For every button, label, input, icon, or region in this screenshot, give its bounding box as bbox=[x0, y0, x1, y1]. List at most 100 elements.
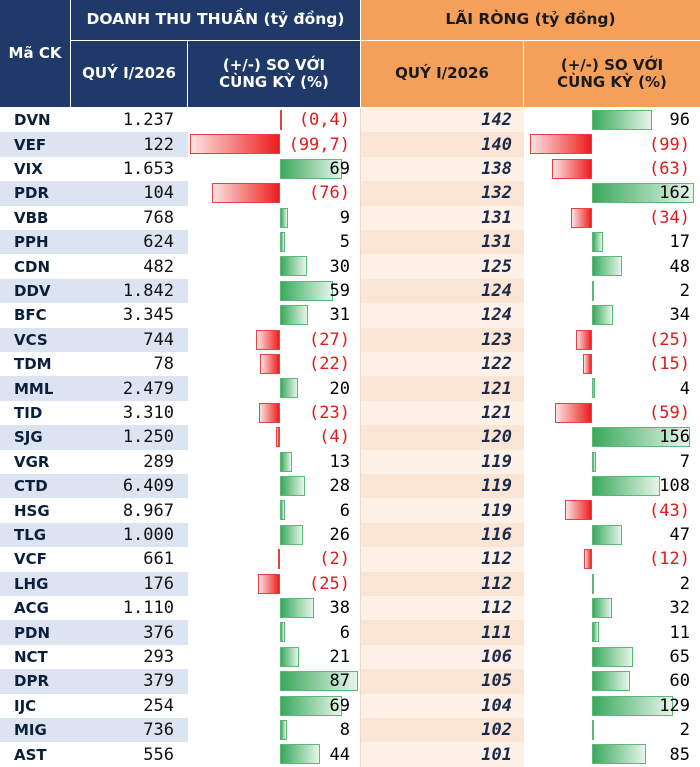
net-profit-change-cell-text: 2 bbox=[679, 720, 690, 741]
revenue-cell-text: 176 bbox=[143, 573, 174, 594]
net-profit-change-cell-text: (63) bbox=[649, 158, 690, 179]
net-profit-change-cell: 85 bbox=[524, 742, 700, 767]
revenue-change-cell: (22) bbox=[188, 352, 360, 377]
stock-code-cell: VCS bbox=[0, 327, 70, 352]
revenue-change-cell: 44 bbox=[188, 742, 360, 767]
revenue-change-cell-text: 26 bbox=[329, 524, 350, 545]
column-divider bbox=[360, 108, 361, 133]
revenue-change-cell: 8 bbox=[188, 718, 360, 743]
revenue-change-cell-text: 21 bbox=[329, 646, 350, 667]
revenue-change-cell: (0,4) bbox=[188, 108, 360, 133]
stock-code-cell: ACG bbox=[0, 596, 70, 621]
net-profit-change-bar bbox=[592, 671, 630, 692]
revenue-cell: 376 bbox=[70, 620, 188, 645]
net-profit-change-cell: (15) bbox=[524, 352, 700, 377]
column-divider bbox=[360, 400, 361, 426]
revenue-cell: 3.310 bbox=[70, 400, 188, 426]
net-profit-change-cell-text: 129 bbox=[659, 695, 690, 716]
net-profit-cell: 124 bbox=[360, 303, 524, 328]
net-profit-change-cell: 65 bbox=[524, 644, 700, 670]
column-divider bbox=[360, 718, 361, 743]
revenue-change-bar bbox=[280, 378, 298, 399]
stock-code-cell: VCF bbox=[0, 547, 70, 572]
stock-code-cell-text: CTD bbox=[14, 477, 48, 496]
stock-code-cell-text: VCS bbox=[14, 330, 48, 349]
stock-code-cell: SJG bbox=[0, 425, 70, 450]
net-profit-cell-text: 105 bbox=[481, 671, 512, 692]
revenue-change-cell-text: (27) bbox=[309, 329, 350, 350]
revenue-change-bar bbox=[279, 110, 282, 130]
net-profit-cell: 124 bbox=[360, 278, 524, 304]
net-profit-change-bar bbox=[592, 280, 594, 301]
table-row: HSG 8.967 6 119 (43) bbox=[0, 498, 700, 523]
net-profit-cell: 111 bbox=[360, 620, 524, 645]
revenue-cell: 736 bbox=[70, 718, 188, 743]
table-row: BFC 3.345 31 124 34 bbox=[0, 303, 700, 328]
column-divider bbox=[360, 522, 361, 548]
net-profit-change-bar bbox=[529, 134, 592, 155]
net-profit-cell: 132 bbox=[360, 181, 524, 206]
stock-code-cell: VEF bbox=[0, 132, 70, 157]
revenue-change-cell-text: 6 bbox=[339, 622, 350, 643]
stock-code-cell-text: LHG bbox=[14, 574, 49, 593]
column-divider bbox=[360, 352, 361, 377]
revenue-cell-text: 376 bbox=[143, 622, 174, 643]
net-profit-change-cell-text: (59) bbox=[649, 402, 690, 423]
revenue-change-cell: (23) bbox=[188, 400, 360, 426]
revenue-change-cell: (99,7) bbox=[188, 132, 360, 157]
header-profit-quarter: QUÝ I/2026 bbox=[361, 41, 523, 107]
table-row: CTD 6.409 28 119 108 bbox=[0, 474, 700, 499]
revenue-cell: 78 bbox=[70, 352, 188, 377]
header-code: Mã CK bbox=[0, 0, 70, 107]
stock-code-cell-text: HSG bbox=[14, 501, 50, 520]
header-profit-group: LÃI RÒNG (tỷ đồng) bbox=[361, 0, 700, 40]
revenue-change-cell: 38 bbox=[188, 596, 360, 621]
net-profit-cell-text: 131 bbox=[481, 232, 512, 253]
header-profit-change: (+/-) SO VỚI CÙNG KỲ (%) bbox=[524, 41, 700, 107]
column-divider bbox=[360, 474, 361, 499]
stock-code-cell: PDR bbox=[0, 181, 70, 206]
table-row: PPH 624 5 131 17 bbox=[0, 230, 700, 255]
net-profit-cell-text: 142 bbox=[481, 110, 512, 131]
revenue-change-cell-text: (25) bbox=[309, 573, 350, 594]
net-profit-change-cell: 96 bbox=[524, 108, 700, 133]
revenue-change-cell-text: 6 bbox=[339, 500, 350, 521]
stock-code-cell-text: PDN bbox=[14, 623, 50, 642]
net-profit-change-cell: (63) bbox=[524, 156, 700, 182]
net-profit-change-cell-text: 96 bbox=[669, 110, 690, 131]
table-row: DDV 1.842 59 124 2 bbox=[0, 278, 700, 304]
revenue-change-bar bbox=[211, 183, 280, 204]
revenue-change-cell: 26 bbox=[188, 522, 360, 548]
net-profit-change-bar bbox=[592, 622, 599, 643]
revenue-change-cell-text: 69 bbox=[329, 695, 350, 716]
net-profit-cell-text: 138 bbox=[481, 158, 512, 179]
revenue-cell-text: 8.967 bbox=[122, 500, 174, 521]
table-row: VCS 744 (27) 123 (25) bbox=[0, 327, 700, 352]
revenue-cell-text: 104 bbox=[143, 183, 174, 204]
revenue-change-bar bbox=[280, 695, 343, 716]
net-profit-change-bar bbox=[592, 110, 653, 130]
net-profit-cell-text: 102 bbox=[481, 720, 512, 741]
header-revenue-quarter-label: QUÝ I/2026 bbox=[82, 64, 176, 83]
stock-code-cell-text: PDR bbox=[14, 184, 49, 203]
net-profit-change-bar bbox=[564, 500, 592, 521]
stock-code-cell: BFC bbox=[0, 303, 70, 328]
revenue-cell-text: 3.310 bbox=[122, 402, 174, 423]
table-row: PDN 376 6 111 11 bbox=[0, 620, 700, 645]
revenue-change-cell-text: (4) bbox=[319, 427, 350, 448]
revenue-change-cell: 9 bbox=[188, 205, 360, 230]
table-row: AST 556 44 101 85 bbox=[0, 742, 700, 767]
revenue-change-bar bbox=[190, 134, 280, 155]
net-profit-cell-text: 104 bbox=[481, 695, 512, 716]
table-row: MIG 736 8 102 2 bbox=[0, 718, 700, 743]
net-profit-change-cell-text: 108 bbox=[659, 476, 690, 497]
net-profit-change-cell-text: (43) bbox=[649, 500, 690, 521]
net-profit-change-bar bbox=[576, 329, 592, 350]
net-profit-change-cell: 108 bbox=[524, 474, 700, 499]
revenue-cell: 1.842 bbox=[70, 278, 188, 304]
revenue-cell-text: 78 bbox=[153, 354, 174, 375]
net-profit-change-cell: 48 bbox=[524, 254, 700, 279]
revenue-change-bar bbox=[280, 451, 292, 472]
revenue-change-bar bbox=[280, 500, 286, 521]
revenue-cell-text: 379 bbox=[143, 671, 174, 692]
